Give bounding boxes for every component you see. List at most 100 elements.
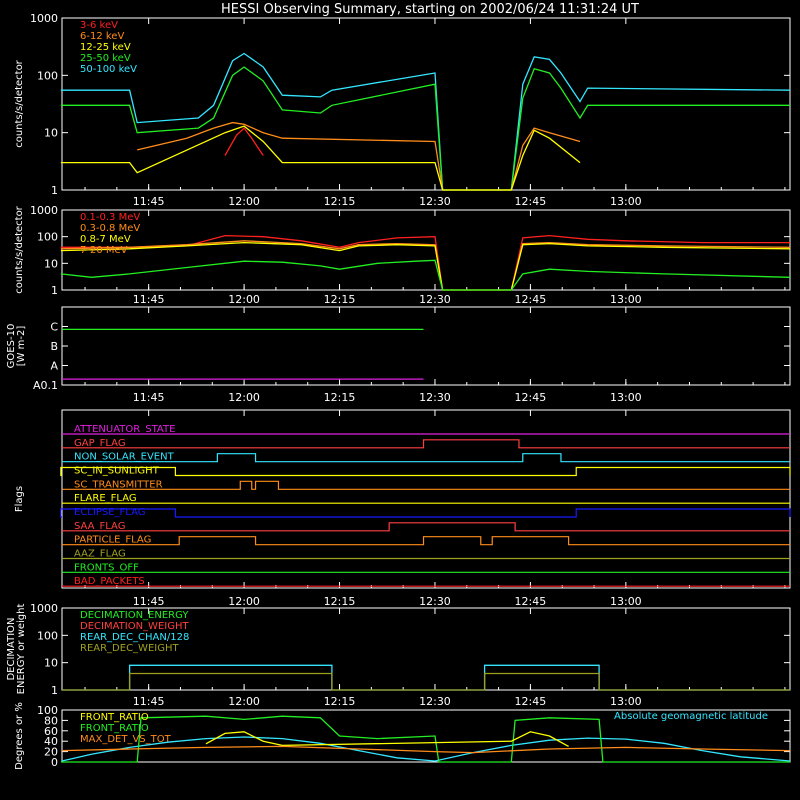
x-tick-label: 12:45	[515, 595, 547, 608]
series-line-max-det-vs-tot	[61, 745, 791, 754]
y-tick-label: 100	[37, 704, 58, 717]
series-line-7-20-mev	[60, 259, 791, 291]
series-line-6-12-kev	[137, 121, 581, 191]
y-axis-label: Degrees or %	[14, 702, 25, 770]
y-tick-label: 20	[44, 746, 58, 759]
x-tick-label: 12:45	[515, 695, 547, 708]
legend-item: 50-100 keV	[80, 64, 137, 75]
flag-line	[60, 466, 791, 477]
y-tick-label: 10	[44, 257, 58, 270]
x-tick-label: 12:45	[515, 391, 547, 404]
legend-item: 3-6 keV	[80, 20, 118, 31]
legend-item: 12-25 keV	[80, 42, 131, 53]
legend-item: DECIMATION_WEIGHT	[80, 621, 189, 632]
y-tick-label: 1000	[30, 204, 58, 217]
y-tick-label: 1	[51, 284, 58, 297]
legend-item: 25-50 keV	[80, 53, 131, 64]
flag-label: ECLIPSE_FLAG	[74, 507, 145, 518]
x-tick-label: 12:45	[515, 293, 547, 306]
series-line-3-6-kev	[224, 127, 264, 156]
x-tick-label: 11:45	[133, 195, 165, 208]
legend-item: DECIMATION_ENERGY	[80, 610, 189, 621]
x-tick-label: 12:30	[419, 695, 451, 708]
flag-line	[62, 453, 790, 463]
y-tick-label: A	[50, 360, 58, 373]
y-tick-label: 100	[37, 231, 58, 244]
y-tick-label: B	[50, 340, 58, 353]
x-tick-label: 11:45	[133, 595, 165, 608]
panel-goes: 11:45 12:00 12:15 12:30 12:45 13:00 A0.1 ABC GOE…	[6, 306, 791, 404]
annotation-label: Absolute geomagnetic latitude	[614, 711, 768, 722]
y-axis-label: DECIMATION	[6, 617, 17, 680]
y-tick-label: 10	[44, 127, 58, 140]
flag-line	[62, 522, 790, 532]
legend-item: 7-20 MeV	[80, 245, 128, 256]
flag-line	[62, 536, 790, 546]
chart-title: HESSI Observing Summary, starting on 200…	[221, 2, 639, 17]
x-tick-label: 12:00	[228, 391, 260, 404]
flag-label: SC_TRANSMITTER	[74, 479, 163, 490]
legend-item: 0.3-0.8 MeV	[80, 223, 140, 234]
y-axis-label: counts/s/detector	[14, 59, 25, 147]
y-tick-label: 100	[37, 629, 58, 642]
y-tick-label: 1000	[30, 12, 58, 25]
y-axis-label: Flags	[14, 486, 25, 512]
flag-label: FLARE_FLAG	[74, 493, 137, 504]
panel-decimation: 11:45 12:00 12:15 12:30 12:45 13:00 1 10 100 1000…	[6, 602, 791, 708]
y-tick-label: 80	[44, 714, 58, 727]
flag-label: PARTICLE_FLAG	[74, 535, 151, 546]
legend-item: 0.8-7 MeV	[80, 234, 131, 245]
y-tick-label: 60	[44, 725, 58, 738]
flag-label: ATTENUATOR_STATE	[74, 424, 175, 435]
x-tick-label: 13:00	[610, 695, 642, 708]
flag-label: GAP_FLAG	[74, 438, 126, 449]
flag-label: NON_SOLAR_EVENT	[74, 452, 175, 463]
series-line-front-ratio	[205, 731, 569, 747]
flag-label: BAD_PACKETS	[74, 576, 145, 587]
x-tick-label: 12:45	[515, 195, 547, 208]
x-tick-label: 11:45	[133, 391, 165, 404]
y-axis-label: GOES-10	[6, 324, 17, 369]
x-tick-label: 12:30	[419, 595, 451, 608]
x-tick-label: 12:30	[419, 293, 451, 306]
y-tick-label: 40	[44, 735, 58, 748]
x-tick-label: 11:45	[133, 293, 165, 306]
x-tick-label: 12:00	[228, 293, 260, 306]
series-line-25-50-kev	[60, 66, 790, 191]
series-line-12-25-kev	[60, 125, 581, 191]
x-tick-label: 12:30	[419, 195, 451, 208]
x-tick-label: 12:30	[419, 391, 451, 404]
x-tick-label: 12:00	[228, 195, 260, 208]
x-tick-label: 12:15	[324, 391, 356, 404]
x-tick-label: 12:00	[228, 595, 260, 608]
x-tick-label: 12:15	[324, 293, 356, 306]
x-tick-label: 12:15	[324, 695, 356, 708]
legend-item: REAR_DEC_WEIGHT	[80, 643, 179, 654]
panel-frame	[61, 409, 791, 589]
y-tick-label: A0.1	[33, 379, 58, 392]
y-tick-label: 100	[37, 69, 58, 82]
x-tick-label: 12:15	[324, 195, 356, 208]
panel-frame	[61, 17, 791, 191]
flag-line	[60, 508, 791, 518]
y-tick-label: 1	[51, 684, 58, 697]
series-line-absolute-geomagnetic-latitude	[61, 736, 791, 762]
flag-label: FRONTS_OFF	[74, 562, 139, 573]
flag-line	[62, 480, 790, 490]
legend-item: REAR_DEC_CHAN/128	[80, 632, 189, 643]
panel-frame	[61, 709, 791, 763]
legend-item: 0.1-0.3 MeV	[80, 212, 140, 223]
y-tick-label: 1	[51, 184, 58, 197]
y-tick-label: C	[50, 321, 58, 334]
y-tick-label: 1000	[30, 602, 58, 615]
x-tick-label: 11:45	[133, 695, 165, 708]
series-line-0-8-7-mev	[60, 241, 791, 291]
flag-line	[62, 439, 790, 449]
panel-gamma: 11:45 12:00 12:15 12:30 12:45 13:00 1 10 100 1000…	[14, 204, 791, 306]
y-axis-label: counts/s/detector	[14, 205, 25, 293]
x-tick-label: 12:00	[228, 695, 260, 708]
x-tick-label: 13:00	[610, 391, 642, 404]
y-axis-label: ENERGY or weight	[16, 604, 27, 695]
x-tick-label: 13:00	[610, 293, 642, 306]
